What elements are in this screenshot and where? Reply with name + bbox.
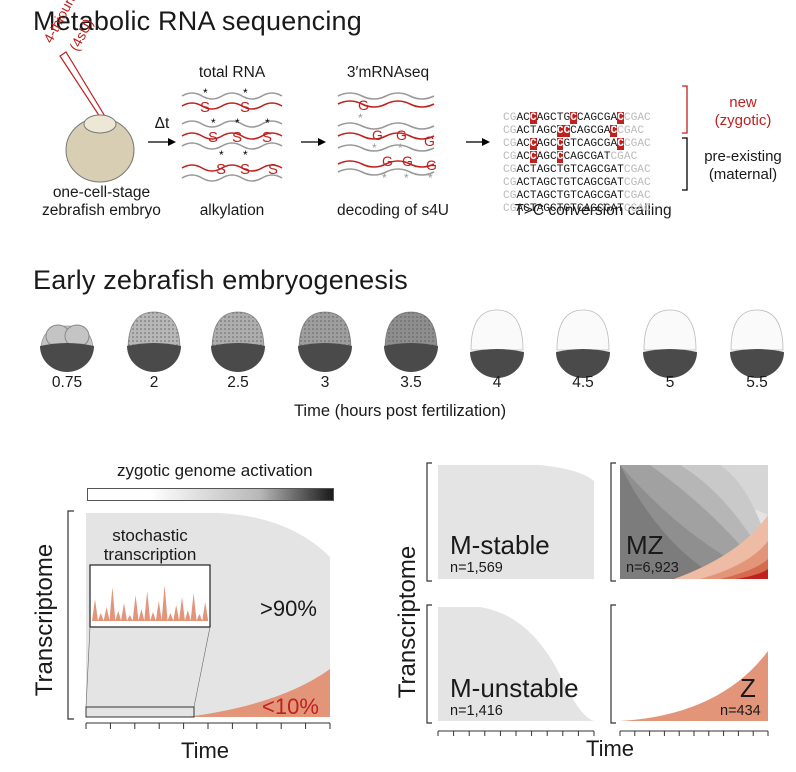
left-ylabel: Transcriptome [31, 543, 58, 697]
embryo-stage-9 [730, 309, 784, 378]
timepoint-label: 0.75 [51, 374, 83, 391]
label-dt: Δt [154, 115, 170, 132]
bracket-pre [682, 137, 688, 191]
embryo-stage-1 [40, 324, 94, 372]
svg-text:*: * [382, 171, 387, 185]
sequence-row-old: CGACTAGCTGTCAGCGATCGAC [503, 164, 651, 176]
embryo-stage-5 [384, 311, 438, 372]
m-stable-area [438, 465, 594, 579]
embryo-stage-3 [211, 311, 265, 373]
bracket-new [682, 85, 688, 134]
injection-needle [59, 51, 107, 121]
panel-m-stable-n: n=1,569 [450, 560, 503, 576]
svg-text:*: * [428, 171, 433, 185]
timepoint-label: 2 [149, 374, 159, 391]
panel-m-unstable-n: n=1,416 [450, 703, 503, 719]
svg-text:*: * [265, 116, 270, 130]
label-decoding: decoding of s4U [336, 202, 450, 219]
svg-text:G: G [402, 153, 413, 169]
svg-text:G: G [382, 153, 393, 169]
timepoint-label: 3.5 [400, 374, 422, 391]
svg-text:S: S [262, 129, 272, 146]
sequence-row-new: CGACCAGCCCAGCGATCGAC [503, 151, 638, 163]
panel-z-n: n=434 [720, 703, 761, 719]
timepoint-label: 5.5 [746, 374, 768, 391]
right-xlabel: Time [585, 736, 635, 761]
label-pre-existing: pre-existing (maternal) [704, 148, 782, 183]
panel-z-label: Z [740, 673, 756, 703]
embryo-stages [40, 309, 784, 378]
svg-text:S: S [216, 161, 226, 178]
svg-text:*: * [243, 148, 248, 162]
sequence-block-new: CGACCAGCTGCCAGCGACCGAC CGACTAGCCCCAGCGACC… [503, 86, 651, 177]
sequence-row-new: CGACTAGCCCCAGCGACCGAC [503, 125, 645, 137]
sequence-row-old: CGACTAGCTGTCAGCGATCGAC [503, 177, 651, 189]
mrnaseq-strands [337, 92, 435, 176]
svg-text:*: * [398, 141, 403, 155]
embryo-stage-4 [298, 311, 352, 372]
label-tc-calling: T>C conversion calling [514, 202, 672, 219]
svg-text:G: G [358, 97, 369, 113]
embryo-stage-2 [127, 311, 181, 372]
overall-transcriptome-plot [67, 510, 331, 729]
embryo-stage-7 [556, 309, 610, 378]
z-area [620, 651, 768, 721]
section-title-metabolic: Metabolic RNA sequencing [33, 6, 362, 36]
panel-m-unstable-label: M-unstable [450, 673, 579, 703]
class-panels [426, 462, 769, 736]
timepoint-label: 5 [665, 374, 675, 391]
svg-text:G: G [424, 133, 435, 149]
svg-text:S: S [240, 99, 250, 116]
timepoint-label: 4 [492, 374, 502, 391]
label-total-rna: total RNA [198, 64, 266, 81]
pct-high-label: >90% [260, 596, 317, 621]
svg-text:S: S [268, 161, 278, 178]
embryo-stage-8 [643, 309, 697, 378]
label-new-zygotic: new (zygotic) [714, 94, 772, 129]
timepoint-label: 3 [320, 374, 330, 391]
stages-xlabel: Time (hours post fertilization) [293, 402, 507, 420]
m-unstable-area [438, 607, 594, 721]
svg-text:G: G [372, 127, 383, 143]
zga-gradient-bar [87, 488, 334, 501]
zga-label: zygotic genome activation [117, 461, 313, 480]
pct-low-label: <10% [262, 694, 319, 719]
sequence-row-old: CGACTAGCTGTCAGCGATCGAC [503, 190, 651, 202]
svg-text:*: * [404, 171, 409, 185]
left-xlabel: Time [180, 738, 230, 763]
zygotic-area [186, 669, 330, 717]
timepoint-label: 2.5 [227, 374, 249, 391]
svg-text:S: S [200, 99, 210, 116]
svg-text:S: S [208, 129, 218, 146]
sequence-row-new: CGACCAGCCGTCAGCGACCGAC [503, 138, 651, 150]
svg-text:*: * [243, 86, 248, 100]
svg-text:G: G [426, 157, 437, 173]
svg-text:S: S [240, 161, 250, 178]
sequence-row-new: CGACCAGCTGCCAGCGACCGAC [503, 112, 651, 124]
label-mrnaseq: 3′mRNAseq [346, 64, 430, 81]
svg-text:*: * [358, 111, 363, 125]
panel-mz-label: MZ [626, 530, 664, 560]
svg-text:*: * [372, 141, 377, 155]
section-title-embryogenesis: Early zebrafish embryogenesis [33, 265, 408, 295]
timepoint-label: 4.5 [572, 374, 594, 391]
sequence-row-old: CGACTAGCTGTCAGCGATCGAC [503, 203, 651, 215]
panel-m-stable-label: M-stable [450, 530, 550, 560]
panel-mz-n: n=6,923 [626, 560, 679, 576]
sequence-block-old: CGACTAGCTGTCAGCGATCGAC CGACTAGCTGTCAGCGAT… [503, 138, 651, 229]
svg-text:*: * [235, 116, 240, 130]
stochastic-label: stochastic transcription [103, 526, 197, 564]
label-alkylation: alkylation [199, 202, 265, 219]
svg-text:G: G [396, 127, 407, 143]
embryo-caption: one-cell-stage zebrafish embryo [42, 184, 161, 219]
embryo-stage-6 [470, 309, 524, 378]
embryo-cell [83, 114, 117, 134]
total-rna-strands [181, 92, 283, 182]
svg-text:*: * [203, 86, 208, 100]
svg-text:S: S [232, 129, 242, 146]
svg-text:*: * [219, 148, 224, 162]
svg-text:*: * [211, 116, 216, 130]
